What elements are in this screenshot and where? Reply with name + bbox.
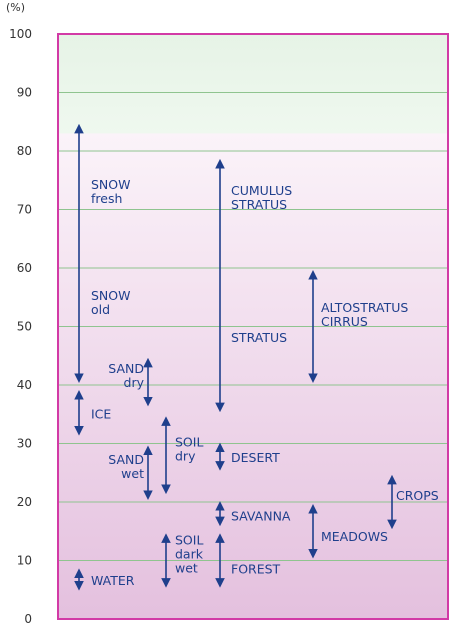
range-label: CROPS — [396, 488, 439, 503]
range-label: SOIL — [175, 533, 203, 548]
y-tick-label: 80 — [17, 144, 32, 158]
y-tick-label: 0 — [24, 612, 32, 626]
y-tick-label: 100 — [9, 27, 32, 41]
upper-background-band — [58, 34, 448, 134]
range-label: SNOW — [91, 177, 130, 192]
range-label: ALTOSTRATUS — [321, 300, 408, 315]
range-label: dry — [124, 375, 145, 390]
range-label: ICE — [91, 406, 111, 421]
range-label: DESERT — [231, 450, 280, 465]
range-label: SAND — [108, 361, 144, 376]
range-label: WATER — [91, 573, 135, 588]
range-label: fresh — [91, 191, 122, 206]
y-tick-label: 20 — [17, 495, 32, 509]
range-label: SNOW — [91, 288, 130, 303]
lower-background-band — [58, 133, 448, 619]
range-label: CUMULUS — [231, 183, 292, 198]
y-axis-ticks: 0 10 20 30 40 50 60 70 80 90 100 — [9, 27, 32, 626]
range-label: wet — [175, 561, 198, 576]
gridlines — [58, 92, 448, 561]
y-tick-label: 90 — [17, 86, 32, 100]
range-label: FOREST — [231, 561, 281, 576]
y-tick-label: 30 — [17, 437, 32, 451]
y-tick-label: 70 — [17, 203, 32, 217]
range-label: SAVANNA — [231, 509, 291, 524]
plot-frame — [57, 33, 449, 620]
range-label: SOIL — [175, 434, 203, 449]
range-label: STRATUS — [231, 330, 287, 345]
range-label: dark — [175, 547, 204, 562]
y-tick-label: 10 — [17, 554, 32, 568]
y-tick-label: 50 — [17, 320, 32, 334]
range-label: SAND — [108, 452, 144, 467]
range-label: STRATUS — [231, 197, 287, 212]
range-labels: SNOWfreshSNOWoldICEWATERSANDdrySANDwetSO… — [91, 177, 439, 588]
range-label: dry — [175, 448, 196, 463]
range-arrows — [74, 123, 397, 591]
range-label: CIRRUS — [321, 314, 368, 329]
y-tick-label: 60 — [17, 261, 32, 275]
range-label: wet — [121, 466, 144, 481]
range-label: MEADOWS — [321, 529, 388, 544]
y-unit-label: (%) — [6, 1, 25, 14]
range-label: old — [91, 302, 110, 317]
y-tick-label: 40 — [17, 378, 32, 392]
